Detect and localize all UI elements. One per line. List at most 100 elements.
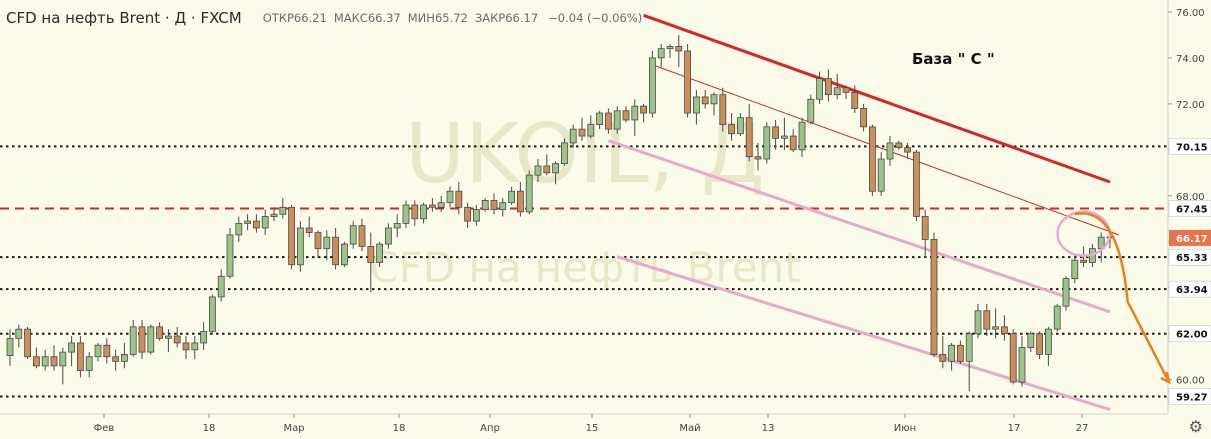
settings-gear-icon[interactable]: ⚙ (1188, 417, 1203, 436)
candle-body (904, 147, 911, 153)
candle-body (472, 209, 480, 222)
candle-body (1018, 347, 1026, 383)
candle-body (930, 239, 938, 355)
candle-body (464, 206, 472, 222)
candle-body (349, 225, 357, 245)
candle-body (270, 213, 278, 217)
candle-body (138, 326, 146, 353)
candle-body (173, 335, 181, 344)
x-tick-label: Июн (894, 423, 916, 434)
candle-body (877, 158, 885, 192)
candle-body (684, 50, 691, 114)
candle-body (701, 96, 709, 105)
wave-annotation: База " С " (912, 50, 995, 68)
candle-body (869, 126, 876, 192)
candle-body (217, 275, 225, 298)
candle-body (393, 222, 401, 229)
candle-body (481, 200, 489, 210)
y-tick-label: 74.00 (1176, 54, 1205, 65)
candle-body (860, 108, 867, 128)
candle-body (428, 204, 436, 208)
close-value: 66.17 (505, 11, 539, 25)
candle-body (957, 344, 964, 362)
candle-body (569, 128, 577, 144)
x-tick-label: 17 (1008, 423, 1021, 434)
level-tag (1168, 200, 1211, 217)
thin-red-trendline (652, 64, 1119, 236)
candle-body (737, 117, 744, 135)
candle-body (1062, 278, 1070, 307)
level-tag (1168, 138, 1211, 155)
candle-body (789, 135, 797, 151)
candle-body (666, 45, 674, 50)
candle-body (719, 94, 727, 125)
candle-body (525, 174, 533, 213)
candle-body (6, 337, 14, 356)
x-tick-label: 18 (203, 423, 216, 434)
candle-body (323, 236, 331, 250)
level-tag (1168, 280, 1211, 298)
candle-body (772, 126, 779, 139)
x-tick-label: 27 (1076, 423, 1089, 434)
candle-body (649, 57, 656, 114)
candle-body (728, 124, 735, 135)
candle-body (825, 78, 832, 96)
candle-body (921, 216, 929, 240)
candle-body (631, 105, 639, 121)
x-tick-label: Мар (283, 423, 304, 434)
candle-body (68, 342, 75, 353)
candle-body (807, 98, 815, 123)
pink-channel-lower (616, 255, 1111, 412)
level-tag (1168, 325, 1211, 342)
high-value: 66.37 (367, 11, 401, 25)
candle-body (499, 202, 507, 210)
highlight-circle (1056, 210, 1111, 257)
candle-body (552, 163, 559, 174)
candle-body (129, 326, 137, 355)
candle-body (939, 354, 947, 362)
candle-body (754, 156, 762, 160)
candle-body (182, 342, 190, 351)
candle-body (235, 222, 243, 236)
low-label: МИН (407, 11, 435, 25)
candle-body (640, 105, 647, 114)
candle-body (1045, 328, 1052, 355)
candle-body (261, 216, 269, 229)
candle-body (675, 45, 683, 52)
candle-body (112, 356, 119, 362)
candle-body (613, 110, 621, 130)
pink-channel-upper (607, 139, 1111, 314)
candle-body (77, 342, 84, 371)
candle-body (851, 91, 859, 109)
candle-body (384, 227, 392, 245)
candle-body (1080, 259, 1087, 263)
candle-body (508, 190, 516, 204)
projection-arrowhead (1160, 371, 1171, 385)
candle-body (833, 87, 841, 96)
candle-body (842, 87, 850, 93)
candle-body (490, 200, 498, 210)
upper-red-trendline (643, 13, 1111, 184)
candle-body (358, 225, 366, 247)
x-tick-label: 18 (393, 423, 406, 434)
last-price-tag (1169, 229, 1211, 246)
candle-body (59, 351, 67, 367)
chart-header: CFD на нефть Brent · Д · FXCM ОТКР 66.21 … (6, 8, 642, 28)
candle-body (992, 326, 999, 330)
y-tick-label: 72.00 (1176, 100, 1205, 111)
candle-body (208, 296, 216, 332)
candle-body (24, 328, 32, 358)
level-label: 62.00 (1176, 330, 1208, 341)
y-tick-label: 60.00 (1176, 376, 1205, 387)
candle-body (191, 342, 199, 351)
candle-body (41, 356, 49, 367)
candle-body (693, 96, 700, 114)
candle-body (103, 344, 111, 358)
candle-body (437, 202, 445, 208)
candle-body (710, 94, 718, 105)
candle-body (948, 344, 955, 362)
level-tag (1168, 388, 1211, 405)
candle-body (781, 135, 788, 139)
